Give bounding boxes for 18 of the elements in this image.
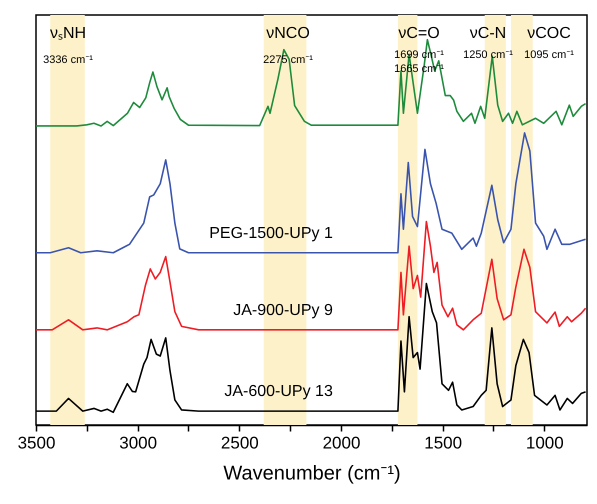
- annotation: νCOC: [527, 25, 571, 42]
- series-label: JA-900-UPy 9: [233, 302, 333, 319]
- annotation: νNCO: [266, 25, 310, 42]
- annotation: 1250 cm⁻¹: [463, 49, 514, 61]
- x-tick-label: 1500: [424, 434, 462, 452]
- annotation: 1095 cm⁻¹: [524, 49, 574, 61]
- x-tick-label: 2500: [220, 434, 259, 452]
- annotation: 3336 cm⁻¹: [43, 54, 94, 66]
- x-tick-label: 2000: [322, 434, 360, 452]
- series-label: JA-600-UPy 13: [224, 383, 333, 400]
- x-tick-label: 1000: [526, 434, 564, 452]
- x-axis-title: Wavenumber (cm⁻¹): [223, 462, 401, 484]
- x-tick-label: 3500: [18, 434, 56, 452]
- annotation: νₛNH: [50, 25, 86, 42]
- series-label: PEG-1500-UPy 1: [209, 224, 333, 242]
- annotation: νC-N: [470, 25, 506, 42]
- x-tick-label: 3000: [119, 434, 158, 452]
- annotation: νC=O: [398, 25, 440, 42]
